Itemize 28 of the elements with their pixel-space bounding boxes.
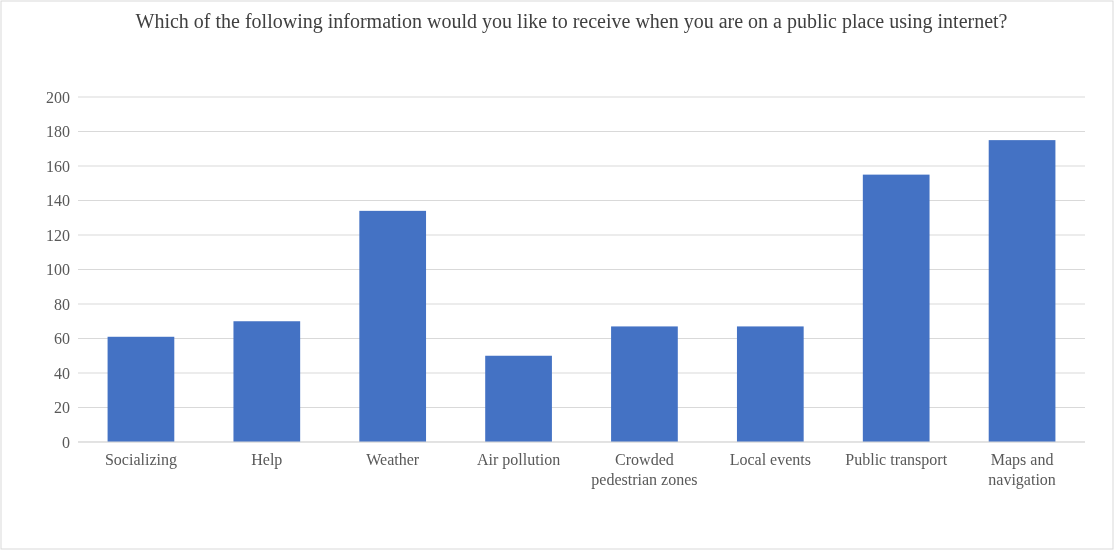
y-tick-label: 0: [62, 433, 70, 451]
x-tick-label: Help: [251, 451, 283, 470]
y-tick-label: 200: [46, 88, 70, 106]
x-tick-label: Crowded pedestrian zones: [591, 451, 698, 489]
bar: [988, 140, 1056, 442]
bar: [862, 174, 930, 442]
y-tick-label: 60: [54, 330, 70, 348]
y-tick-label: 40: [54, 364, 70, 382]
bar: [233, 321, 301, 442]
x-tick-label: Maps and navigation: [988, 451, 1056, 489]
y-tick-label: 100: [46, 261, 70, 279]
x-tick-label: Local events: [729, 451, 811, 469]
y-tick-label: 180: [46, 123, 70, 141]
y-tick-label: 20: [54, 399, 70, 417]
y-tick-label: 80: [54, 295, 70, 313]
bar: [485, 355, 552, 442]
y-tick-label: 160: [46, 157, 70, 175]
x-tick-label: Weather: [366, 451, 420, 469]
bar: [736, 326, 804, 442]
bar: [359, 210, 427, 442]
bar: [107, 336, 175, 442]
y-tick-label: 120: [46, 226, 70, 244]
y-tick-label: 140: [46, 192, 70, 210]
x-tick-label: Air pollution: [477, 451, 561, 470]
bar: [611, 326, 678, 442]
x-tick-label: Socializing: [104, 451, 177, 470]
x-tick-label: Public transport: [845, 451, 948, 470]
chart-title: Which of the following information would you like to receive when you are on a public place using internet?: [135, 10, 1008, 33]
